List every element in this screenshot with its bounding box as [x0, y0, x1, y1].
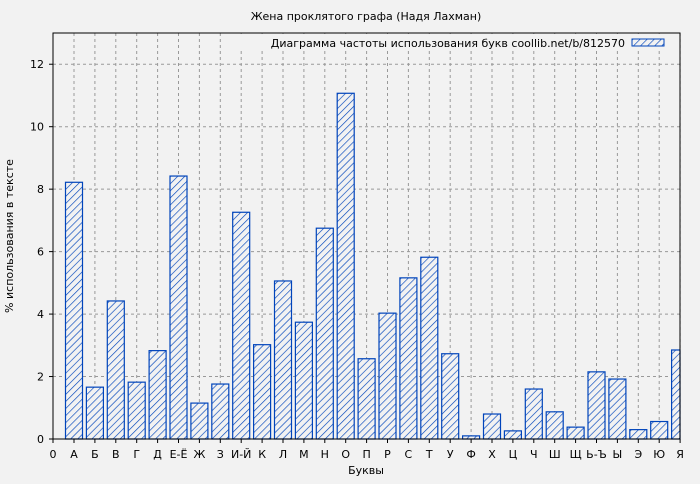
x-tick-label: С	[405, 448, 413, 461]
bar-Т	[420, 256, 439, 440]
x-tick-label: Ь-Ъ	[586, 448, 607, 461]
bar-Ч	[524, 388, 543, 440]
bar-Б	[85, 386, 105, 440]
bar-Ц	[503, 430, 522, 440]
x-tick-label: Э	[634, 448, 642, 461]
bar-Щ	[566, 426, 585, 440]
bar-И-Й	[232, 211, 251, 440]
bar-Е-Ё	[169, 175, 188, 440]
x-tick-label: Ц	[509, 448, 518, 461]
y-axis-label: % использования в тексте	[3, 159, 16, 313]
x-axis-label: Буквы	[348, 464, 384, 477]
x-tick-label: Щ	[570, 448, 582, 461]
legend-swatch	[631, 38, 665, 47]
x-tick-label: З	[217, 448, 224, 461]
x-tick-label: Н	[321, 448, 329, 461]
bar-Д	[148, 350, 167, 440]
x-tick-label: Ш	[549, 448, 561, 461]
bar-З	[211, 383, 230, 440]
bar-Я	[670, 349, 681, 440]
x-tick-label: Б	[91, 448, 99, 461]
x-tick-label: О	[341, 448, 350, 461]
x-tick-label: П	[362, 448, 370, 461]
x-tick-label: К	[258, 448, 266, 461]
x-axis: 0 А Б В Г Д Е-Ё Ж З И-Й К Л М Н О П Р С Т У Ф Х Ц Ч Ш Щ Ь-Ъ Ы Э Ю Я	[50, 439, 684, 461]
bar-С	[399, 277, 418, 440]
y-tick-label: 2	[37, 371, 44, 384]
x-tick-label: Т	[425, 448, 433, 461]
bar-О	[336, 92, 355, 440]
bar-Р	[378, 312, 397, 440]
bar-Н	[315, 227, 334, 440]
bar-Ы	[608, 378, 627, 440]
y-tick-label: 12	[30, 58, 44, 71]
x-tick-label: Л	[279, 448, 287, 461]
bars	[64, 92, 681, 440]
x-tick-label: Ю	[653, 448, 665, 461]
bar-Э	[629, 429, 648, 440]
x-tick-label: Х	[488, 448, 496, 461]
bar-Л	[273, 280, 293, 440]
x-origin-label: 0	[50, 448, 57, 461]
y-tick-label: 10	[30, 121, 44, 134]
legend: Диаграмма частоты использования букв coo…	[240, 34, 678, 51]
bar-В	[106, 300, 125, 440]
x-tick-label: И-Й	[231, 448, 251, 461]
bar-М	[294, 321, 313, 440]
y-tick-label: 0	[37, 433, 44, 446]
legend-box	[240, 34, 678, 51]
y-tick-label: 4	[37, 308, 44, 321]
bar-У	[441, 353, 460, 440]
legend-label: Диаграмма частоты использования букв coo…	[271, 37, 625, 50]
x-tick-label: В	[112, 448, 120, 461]
x-tick-label: Д	[153, 448, 162, 461]
x-tick-label: М	[299, 448, 309, 461]
x-tick-label: Ж	[193, 448, 205, 461]
bar-Ю	[650, 420, 669, 440]
x-tick-label: А	[70, 448, 78, 461]
x-tick-label: Ч	[530, 448, 538, 461]
bar-Ь-Ъ	[587, 371, 606, 440]
bar-А	[64, 181, 84, 440]
x-tick-label: Г	[133, 448, 140, 461]
bar-Г	[127, 381, 146, 440]
x-tick-label: Е-Ё	[170, 448, 188, 461]
bar-Ж	[190, 402, 209, 440]
x-tick-label: Ф	[466, 448, 475, 461]
bar-Х	[482, 413, 502, 440]
x-tick-label: Я	[676, 448, 684, 461]
chart-title: Жена проклятого графа (Надя Лахман)	[251, 10, 482, 23]
bar-П	[357, 358, 376, 440]
y-tick-label: 8	[37, 183, 44, 196]
bar-Ш	[545, 411, 564, 440]
y-tick-label: 6	[37, 246, 44, 259]
x-tick-label: Р	[384, 448, 391, 461]
x-tick-label: У	[447, 448, 454, 461]
bar-К	[253, 344, 272, 440]
x-tick-label: Ы	[613, 448, 623, 461]
y-axis: 0 2 4 6 8 10 12	[30, 58, 53, 446]
